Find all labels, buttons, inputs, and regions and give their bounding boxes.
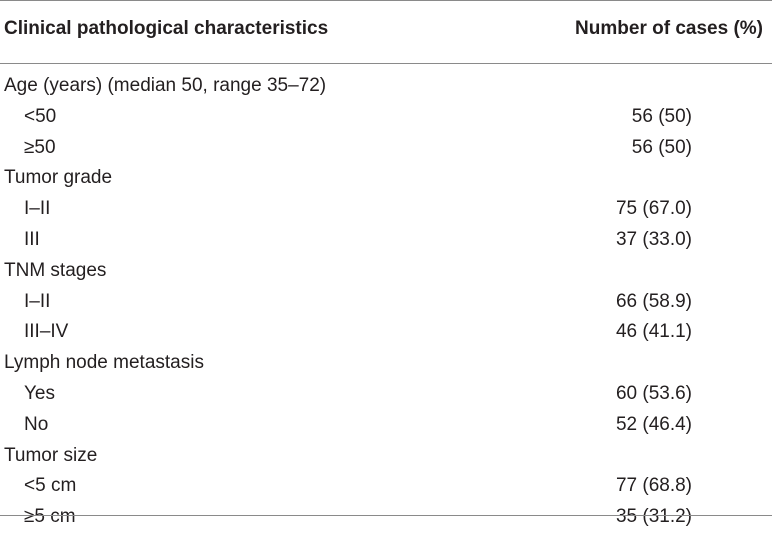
table-row: <50 56 (50) bbox=[0, 102, 772, 133]
header-characteristics: Clinical pathological characteristics bbox=[4, 18, 329, 39]
row-value: 52 (46.4) bbox=[615, 413, 692, 435]
table-row-lymph-node-metastasis: Lymph node metastasis bbox=[0, 348, 772, 379]
row-label: Tumor size bbox=[4, 444, 98, 466]
table-row: I–II 66 (58.9) bbox=[0, 287, 772, 318]
table-row: Yes 60 (53.6) bbox=[0, 379, 772, 410]
row-label: <5 cm bbox=[24, 475, 77, 497]
table-row: ≥5 cm 35 (31.2) bbox=[0, 502, 772, 533]
row-label: I–II bbox=[24, 198, 51, 220]
table-row: III 37 (33.0) bbox=[0, 225, 772, 256]
row-value: 46 (41.1) bbox=[615, 321, 692, 343]
row-label: I–II bbox=[24, 290, 51, 312]
table-header-row: Clinical pathological characteristics Nu… bbox=[0, 0, 772, 63]
table-body: Age (years) (median 50, range 35–72) <50… bbox=[0, 71, 772, 533]
row-label: <50 bbox=[24, 105, 57, 127]
row-value: 60 (53.6) bbox=[615, 382, 692, 404]
table-row: No 52 (46.4) bbox=[0, 410, 772, 441]
row-label: Age (years) (median 50, range 35–72) bbox=[4, 75, 327, 96]
table-row-tnm-stages: TNM stages bbox=[0, 256, 772, 287]
row-label: TNM stages bbox=[4, 259, 107, 281]
row-label: Yes bbox=[24, 382, 55, 404]
table-row-tumor-grade: Tumor grade bbox=[0, 163, 772, 194]
table-row-tumor-size: Tumor size bbox=[0, 441, 772, 472]
row-value: 37 (33.0) bbox=[615, 228, 692, 250]
table-row: ≥50 56 (50) bbox=[0, 133, 772, 164]
table-top-rule bbox=[0, 0, 772, 1]
row-label: Tumor grade bbox=[4, 167, 113, 189]
table-row: I–II 75 (67.0) bbox=[0, 194, 772, 225]
row-value: 56 (50) bbox=[631, 136, 692, 158]
table-header-rule bbox=[0, 63, 772, 64]
row-value: 66 (58.9) bbox=[615, 290, 692, 312]
row-label: III bbox=[24, 228, 40, 250]
row-value: 75 (67.0) bbox=[615, 198, 692, 220]
header-number-of-cases: Number of cases (%) bbox=[575, 18, 763, 39]
table-row: III–IV 46 (41.1) bbox=[0, 317, 772, 348]
row-label: No bbox=[24, 413, 49, 435]
table-row-age: Age (years) (median 50, range 35–72) bbox=[0, 71, 772, 102]
row-value: 56 (50) bbox=[631, 105, 692, 127]
row-label: Lymph node metastasis bbox=[4, 352, 204, 374]
row-label: ≥50 bbox=[24, 136, 56, 158]
table-bottom-rule bbox=[0, 515, 772, 516]
row-label: III–IV bbox=[24, 321, 69, 343]
table-row: <5 cm 77 (68.8) bbox=[0, 471, 772, 502]
row-value: 77 (68.8) bbox=[615, 475, 692, 497]
row-label: ≥5 cm bbox=[24, 506, 76, 528]
row-value: 35 (31.2) bbox=[615, 506, 692, 528]
